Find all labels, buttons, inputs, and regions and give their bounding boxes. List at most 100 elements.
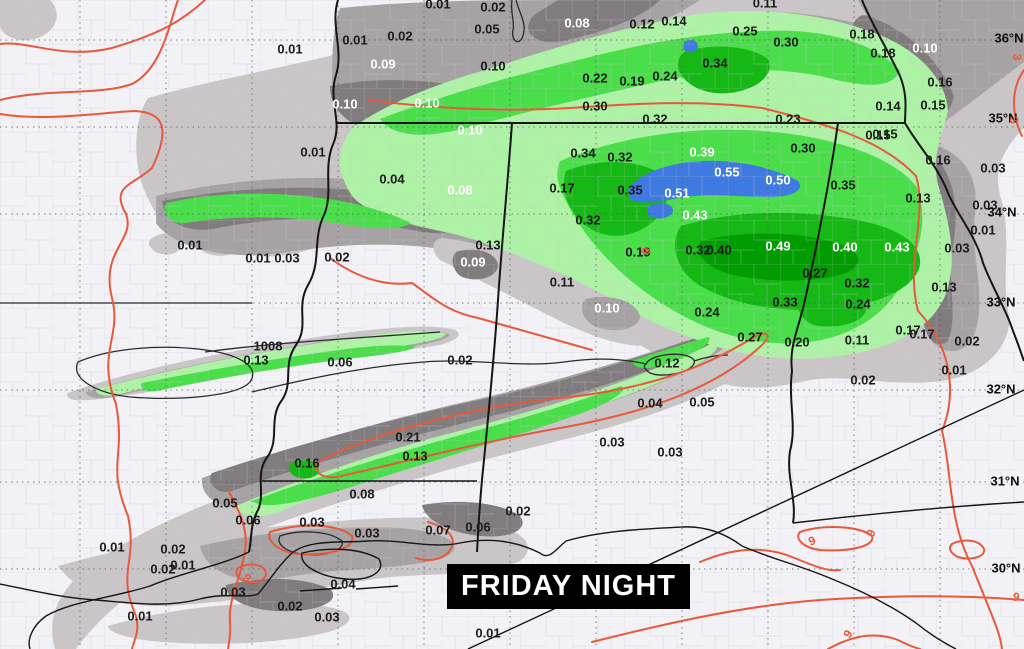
precip-value-label: 0.19: [625, 244, 651, 260]
precip-value-label: 0.04: [379, 171, 405, 187]
precip-value-label: 0.03: [314, 609, 340, 625]
precip-value-label: 0.15: [920, 97, 946, 113]
precip-value-label: 0.34: [702, 55, 728, 71]
precip-value-label: 0.05: [474, 21, 500, 37]
precip-value-label: 0.02: [480, 0, 506, 15]
precip-value-label: 0.03: [972, 197, 998, 213]
precip-value-label: 0.12: [629, 16, 655, 32]
latitude-label: 32°N: [986, 381, 1016, 397]
precip-value-label: 0.02: [324, 249, 350, 265]
precip-value-label: 0.02: [150, 561, 176, 577]
precip-value-label: 0.03: [944, 240, 970, 256]
precip-value-label: 0.02: [447, 352, 473, 368]
precip-value-label: 0.01: [177, 237, 203, 253]
precip-value-label: 0.05: [212, 495, 238, 511]
barrier-islands: [299, 585, 399, 592]
precip-value-label: 0.10: [457, 122, 483, 138]
precip-value-label: 0.09: [370, 56, 396, 72]
precip-value-label: 0.18: [870, 45, 896, 61]
precip-value-label: 0.20: [784, 334, 810, 350]
precip-value-label: 0.34: [570, 145, 596, 161]
precip-value-label: 0.08: [349, 486, 375, 502]
precip-value-label: 0.02: [954, 333, 980, 349]
mississippi-river-lower: [28, 551, 250, 649]
latitude-label: 34°N: [987, 204, 1017, 220]
precip-value-label: 0.02: [387, 28, 413, 44]
latitude-label: 31°N: [990, 473, 1020, 489]
precip-value-label: 0.43: [884, 239, 910, 255]
precip-value-label: 0.03: [599, 434, 625, 450]
precip-value-label: 0.10: [480, 58, 506, 74]
precip-value-label: 0.01: [99, 539, 125, 555]
precip-value-label: 0.01: [277, 41, 303, 57]
ms-al-border: [476, 122, 513, 553]
precip-value-label: 0.16: [927, 74, 953, 90]
ga-fl-border: [792, 501, 1024, 524]
precip-value-label: 0.43: [682, 207, 708, 223]
precip-value-label: 0.18: [849, 26, 875, 42]
precip-value-label: 0.01: [245, 250, 271, 266]
precip-value-label: 0.33: [772, 294, 798, 310]
precip-value-label: 0.03: [299, 514, 325, 530]
precip-value-label: 0.02: [850, 372, 876, 388]
precip-value-label: 0.16: [925, 152, 951, 168]
precip-value-label: 0.01: [170, 557, 196, 573]
precip-value-label: 0.03: [657, 444, 683, 460]
precip-value-label: 0.07: [425, 522, 451, 538]
precip-value-label: 0.03: [220, 584, 246, 600]
precip-value-label: 0.50: [765, 172, 791, 188]
precip-value-label: 0.32: [685, 242, 711, 258]
precip-value-label: 0.19: [619, 73, 645, 89]
precip-value-label: 0.02: [160, 541, 186, 557]
precip-value-label: 0.03: [274, 250, 300, 266]
precip-value-label: 0.51: [664, 185, 690, 201]
tn-nc-corner: [861, 0, 907, 124]
precip-value-label: 0.22: [582, 70, 608, 86]
contour-digit-label: 3: [1010, 53, 1024, 61]
precip-value-label: 0.14: [661, 13, 687, 29]
gulf-coastline: [0, 526, 957, 649]
precip-value-label: 0.06: [327, 354, 353, 370]
precip-value-label: 0.05: [689, 394, 715, 410]
lake-pontchartrain: [301, 548, 382, 580]
precip-value-label: 0.01: [475, 625, 501, 641]
precip-value-label: 0.17: [909, 326, 935, 342]
precip-value-label: 0.06: [465, 519, 491, 535]
precip-value-label: 0.30: [582, 98, 608, 114]
precip-value-label: 0.15: [872, 126, 898, 142]
precip-value-label: 0.10: [414, 95, 440, 111]
al-ga-border: [788, 122, 839, 524]
latitude-label: 30°N: [991, 560, 1021, 576]
precip-value-label: 0.40: [706, 242, 732, 258]
latitude-label: 35°N: [988, 110, 1018, 126]
precip-value-label: 0.25: [732, 23, 758, 39]
precip-value-label: 0.01: [300, 144, 326, 160]
precip-value-label: 0.14: [875, 98, 901, 114]
precip-value-label: 0.17: [549, 180, 575, 196]
precip-value-label: 0.10: [594, 300, 620, 316]
precip-value-label: 0.32: [607, 149, 633, 165]
precip-value-label: 0.11: [844, 332, 870, 348]
precip-value-label: 0.04: [637, 395, 663, 411]
precip-value-label: 0.16: [294, 455, 320, 471]
precip-value-label: 0.13: [402, 448, 428, 464]
precip-value-label: 0.04: [330, 576, 356, 592]
precip-value-label: 0.13: [905, 190, 931, 206]
precip-value-label: 0.13: [475, 237, 501, 253]
ga-sc-border: [904, 122, 1024, 362]
precip-value-label: 0.08: [564, 15, 590, 31]
precip-value-label: 0.32: [844, 275, 870, 291]
precip-value-label: 0.24: [652, 68, 678, 84]
precip-value-label: 0.06: [235, 512, 261, 528]
precip-value-label: 0.01: [127, 608, 153, 624]
precip-value-label: 0.21: [395, 429, 421, 445]
precip-value-label: 0.49: [765, 238, 791, 254]
precip-value-label: 0.30: [773, 34, 799, 50]
precip-value-label: 1008: [253, 338, 283, 354]
precip-value-label: 0.23: [775, 111, 801, 127]
precip-value-label: 0.24: [845, 296, 871, 312]
precip-value-label: 0.15: [865, 127, 891, 143]
